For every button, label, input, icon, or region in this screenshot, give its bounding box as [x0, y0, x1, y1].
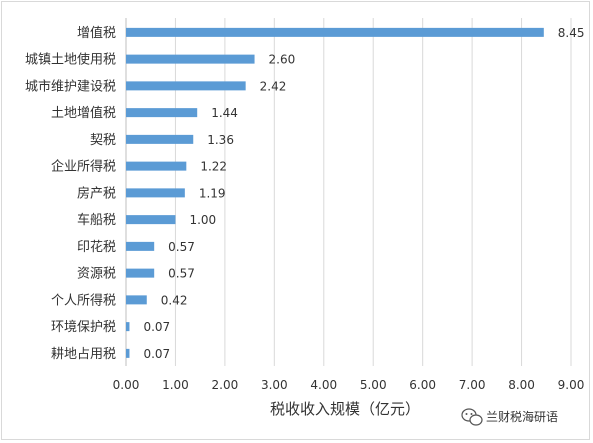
category-label: 房产税: [77, 185, 116, 201]
category-label: 环境保护税: [51, 320, 116, 335]
value-label: 1.19: [199, 186, 226, 200]
value-label: 1.44: [211, 106, 238, 120]
value-labels: 8.45 2.60 2.42 1.44 1.36 1.22 1.19 1.00 0.57 0.57…: [143, 26, 584, 361]
category-label: 土地增值税: [51, 105, 116, 121]
category-label: 企业所得税: [51, 159, 116, 175]
x-tick-label: 3.00: [261, 378, 288, 392]
category-label: 城市维护建设税: [25, 78, 116, 94]
x-tick-label: 2.00: [212, 378, 239, 392]
bars: [126, 27, 544, 358]
category-labels: 增值税城镇土地使用税城市维护建设税土地增值税契税企业所得税房产税车船税印花税资源…: [25, 25, 116, 362]
x-tick-label: 8.00: [508, 378, 535, 392]
bar: [126, 322, 130, 332]
bar: [126, 161, 187, 171]
value-label: 8.45: [558, 26, 585, 40]
bar: [126, 54, 255, 64]
category-label: 耕地占用税: [51, 346, 116, 362]
x-tick-label: 1.00: [162, 378, 189, 392]
bar: [126, 215, 176, 225]
category-label: 个人所得税: [51, 292, 116, 308]
bar: [126, 268, 155, 278]
value-label: 0.42: [161, 293, 188, 307]
x-tick-label: 9.00: [558, 378, 585, 392]
value-label: 2.42: [260, 79, 287, 93]
value-label: 1.36: [207, 133, 234, 147]
bar: [126, 108, 198, 118]
x-axis-label: 税收收入规模（亿元）: [270, 400, 420, 418]
category-label: 增值税: [77, 25, 116, 41]
category-label: 资源税: [77, 267, 116, 282]
x-tick-label: 7.00: [459, 378, 486, 392]
watermark: 兰财税海研语: [461, 408, 558, 426]
x-tick-label: 0.00: [113, 378, 140, 392]
value-label: 0.07: [143, 320, 170, 334]
bar: [126, 295, 147, 305]
category-label: 印花税: [77, 239, 116, 255]
x-tick-label: 5.00: [360, 378, 387, 392]
bar: [126, 241, 155, 251]
bar: [126, 348, 130, 358]
value-label: 1.22: [200, 160, 227, 174]
value-label: 0.57: [168, 240, 195, 254]
bar: [126, 134, 194, 144]
x-tick-label: 4.00: [310, 378, 337, 392]
watermark-text: 兰财税海研语: [486, 409, 558, 424]
x-tick-labels: 0.00 1.00 2.00 3.00 4.00 5.00 6.00 7.00 8.00 9.00: [113, 378, 585, 392]
category-label: 车船税: [77, 212, 116, 228]
value-label: 1.00: [189, 213, 216, 227]
bar: [126, 27, 544, 37]
category-label: 城镇土地使用税: [25, 52, 116, 68]
wechat-icon: [461, 408, 483, 426]
x-tick-label: 6.00: [409, 378, 436, 392]
value-label: 2.60: [269, 53, 296, 67]
gridlines: [125, 18, 572, 366]
bar: [126, 188, 185, 198]
bar: [126, 81, 246, 91]
category-label: 契税: [90, 133, 116, 148]
value-label: 0.57: [168, 267, 195, 281]
value-label: 0.07: [143, 347, 170, 361]
